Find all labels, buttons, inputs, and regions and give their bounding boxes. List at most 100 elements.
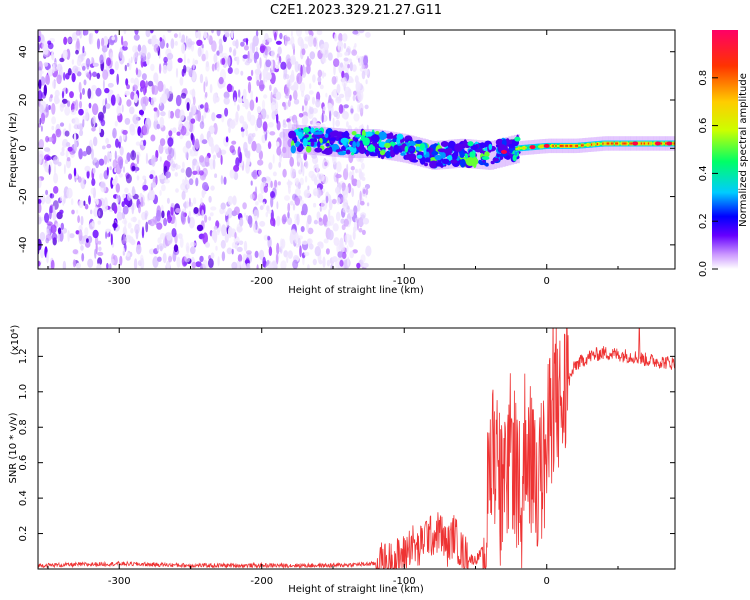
- heatmap-cell: [169, 110, 174, 119]
- heatmap-cell: [249, 218, 253, 228]
- heatmap-cell: [180, 168, 185, 173]
- heatmap-cell: [654, 141, 661, 146]
- heatmap-cell: [94, 236, 99, 247]
- heatmap-cell: [65, 142, 71, 147]
- heatmap-cell: [62, 72, 66, 81]
- heatmap-cell: [60, 222, 64, 230]
- heatmap-cell: [615, 142, 618, 145]
- heatmap-cell: [304, 134, 309, 138]
- heatmap-cell: [270, 180, 273, 188]
- heatmap-cell: [156, 222, 163, 230]
- heatmap-cell: [77, 215, 80, 224]
- heatmap-cell: [134, 30, 139, 36]
- heatmap-cell: [116, 211, 123, 221]
- heatmap-cell: [217, 256, 220, 267]
- heatmap-cell: [467, 141, 474, 147]
- heatmap-cell: [195, 177, 199, 187]
- heatmap-cell: [172, 163, 177, 168]
- heatmap-cell: [175, 207, 181, 214]
- heatmap-cell: [126, 62, 130, 67]
- heatmap-cell: [201, 209, 204, 219]
- heatmap-cell: [287, 202, 291, 213]
- heatmap-cell: [135, 244, 142, 255]
- heatmap-cell: [552, 144, 555, 147]
- heatmap-cell: [180, 211, 185, 223]
- heatmap-cell: [441, 158, 450, 164]
- heatmap-cell: [242, 95, 246, 103]
- heatmap-cell: [71, 72, 76, 83]
- heatmap-cell: [78, 148, 83, 160]
- heatmap-cell: [415, 146, 420, 151]
- heatmap-cell: [323, 238, 329, 244]
- heatmap-cell: [38, 139, 44, 149]
- heatmap-cell: [163, 179, 170, 184]
- heatmap-cell: [182, 161, 185, 170]
- heatmap-cell: [296, 146, 303, 153]
- heatmap-cell: [360, 254, 366, 263]
- heatmap-cell: [275, 91, 282, 101]
- heatmap-cell: [108, 231, 111, 237]
- heatmap-cell: [54, 94, 59, 105]
- heatmap-cell: [174, 40, 178, 46]
- heatmap-cell: [80, 245, 84, 251]
- heatmap-cell: [609, 142, 612, 145]
- heatmap-cell: [600, 142, 603, 145]
- bottom-y-tick-label: 0.8: [18, 419, 29, 435]
- heatmap-cell: [105, 103, 111, 109]
- heatmap-cell: [238, 89, 241, 98]
- spectrogram-frame: [37, 29, 676, 270]
- heatmap-cell: [38, 216, 42, 225]
- heatmap-cell: [46, 251, 49, 260]
- bottom-x-tick-label: -300: [108, 576, 131, 587]
- heatmap-cell: [76, 209, 79, 214]
- heatmap-cell: [45, 189, 49, 196]
- heatmap-cell: [210, 185, 215, 191]
- heatmap-cell: [221, 112, 225, 123]
- heatmap-cell: [606, 142, 609, 145]
- heatmap-cell: [305, 58, 312, 67]
- heatmap-cell: [351, 49, 358, 56]
- heatmap-cell: [72, 65, 79, 73]
- top-x-tick-label: -300: [108, 276, 131, 287]
- heatmap-cell: [336, 197, 341, 205]
- heatmap-cell: [270, 91, 273, 104]
- heatmap-cell: [239, 260, 242, 268]
- heatmap-cell: [116, 105, 122, 116]
- heatmap-cell: [255, 46, 258, 52]
- heatmap-cell: [356, 55, 359, 60]
- heatmap-cell: [102, 36, 109, 46]
- heatmap-cell: [225, 211, 229, 217]
- heatmap-cell: [123, 232, 126, 242]
- heatmap-cell: [485, 162, 489, 167]
- heatmap-cell: [318, 259, 323, 265]
- heatmap-cell: [204, 155, 210, 167]
- heatmap-cell: [266, 209, 272, 214]
- heatmap-cell: [526, 146, 529, 149]
- heatmap-cell: [82, 151, 87, 157]
- bottom-x-tick-label: -200: [250, 576, 273, 587]
- heatmap-cell: [551, 144, 553, 147]
- heatmap-cell: [283, 213, 287, 220]
- heatmap-cell: [135, 67, 139, 76]
- heatmap-cell: [310, 140, 315, 147]
- heatmap-cell: [346, 121, 349, 128]
- heatmap-cell: [166, 42, 169, 49]
- heatmap-cell: [313, 37, 317, 47]
- heatmap-cell: [126, 252, 130, 257]
- heatmap-cell: [321, 175, 329, 185]
- heatmap-cell: [256, 264, 259, 269]
- heatmap-cell: [347, 256, 350, 267]
- heatmap-cell: [204, 102, 209, 113]
- heatmap-cell: [628, 142, 630, 145]
- heatmap-cell: [279, 238, 284, 250]
- heatmap-cell: [276, 146, 282, 156]
- heatmap-cell: [176, 256, 181, 268]
- heatmap-cell: [106, 57, 111, 67]
- heatmap-cell: [127, 222, 132, 229]
- heatmap-cell: [284, 36, 291, 42]
- colorbar-gradient: [712, 30, 738, 269]
- heatmap-cell: [240, 41, 245, 47]
- heatmap-cell: [45, 74, 51, 86]
- heatmap-cell: [287, 217, 293, 226]
- heatmap-cell: [457, 145, 463, 151]
